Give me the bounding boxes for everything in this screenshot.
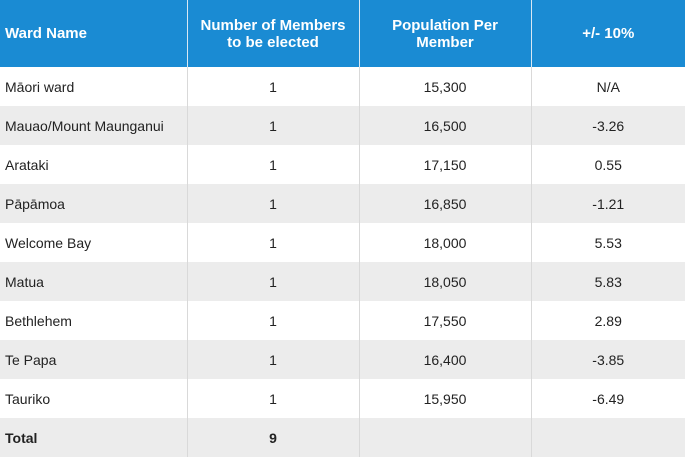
population-cell: 17,550	[359, 301, 532, 340]
table-row: Pāpāmoa 1 16,850 -1.21	[0, 184, 685, 223]
table-row: Māori ward 1 15,300 N/A	[0, 67, 685, 106]
population-cell: 17,150	[359, 145, 532, 184]
ward-name-cell: Matua	[0, 262, 188, 301]
ward-name-cell: Te Papa	[0, 340, 188, 379]
total-members: 9	[187, 418, 360, 457]
population-cell: 18,000	[359, 223, 532, 262]
header-row: Ward Name Number of Members to be electe…	[0, 0, 685, 67]
table-row: Matua 1 18,050 5.83	[0, 262, 685, 301]
ward-name-cell: Arataki	[0, 145, 188, 184]
variance-cell: -3.85	[531, 340, 685, 379]
ward-name-cell: Mauao/Mount Maunganui	[0, 106, 188, 145]
variance-cell: 5.53	[531, 223, 685, 262]
population-cell: 18,050	[359, 262, 532, 301]
ward-name-cell: Pāpāmoa	[0, 184, 188, 223]
members-cell: 1	[187, 67, 360, 106]
population-cell: 15,950	[359, 379, 532, 418]
members-cell: 1	[187, 223, 360, 262]
table-row: Bethlehem 1 17,550 2.89	[0, 301, 685, 340]
table-row: Te Papa 1 16,400 -3.85	[0, 340, 685, 379]
variance-cell: 2.89	[531, 301, 685, 340]
variance-cell: 0.55	[531, 145, 685, 184]
population-cell: 15,300	[359, 67, 532, 106]
total-label: Total	[0, 418, 188, 457]
table-row: Mauao/Mount Maunganui 1 16,500 -3.26	[0, 106, 685, 145]
table-row: Welcome Bay 1 18,000 5.53	[0, 223, 685, 262]
ward-name-cell: Māori ward	[0, 67, 188, 106]
members-cell: 1	[187, 340, 360, 379]
members-cell: 1	[187, 262, 360, 301]
members-cell: 1	[187, 145, 360, 184]
header-population: Population Per Member	[359, 0, 532, 67]
ward-name-cell: Welcome Bay	[0, 223, 188, 262]
header-variance: +/- 10%	[531, 0, 685, 67]
header-members: Number of Members to be elected	[187, 0, 360, 67]
ward-name-cell: Bethlehem	[0, 301, 188, 340]
members-cell: 1	[187, 106, 360, 145]
members-cell: 1	[187, 379, 360, 418]
total-population	[359, 418, 532, 457]
total-variance	[531, 418, 685, 457]
table-row: Tauriko 1 15,950 -6.49	[0, 379, 685, 418]
population-cell: 16,500	[359, 106, 532, 145]
variance-cell: -6.49	[531, 379, 685, 418]
total-row: Total 9	[0, 418, 685, 457]
variance-cell: -3.26	[531, 106, 685, 145]
members-cell: 1	[187, 184, 360, 223]
ward-name-cell: Tauriko	[0, 379, 188, 418]
variance-cell: N/A	[531, 67, 685, 106]
population-cell: 16,400	[359, 340, 532, 379]
header-ward-name: Ward Name	[0, 0, 188, 67]
variance-cell: -1.21	[531, 184, 685, 223]
table-row: Arataki 1 17,150 0.55	[0, 145, 685, 184]
population-cell: 16,850	[359, 184, 532, 223]
members-cell: 1	[187, 301, 360, 340]
variance-cell: 5.83	[531, 262, 685, 301]
